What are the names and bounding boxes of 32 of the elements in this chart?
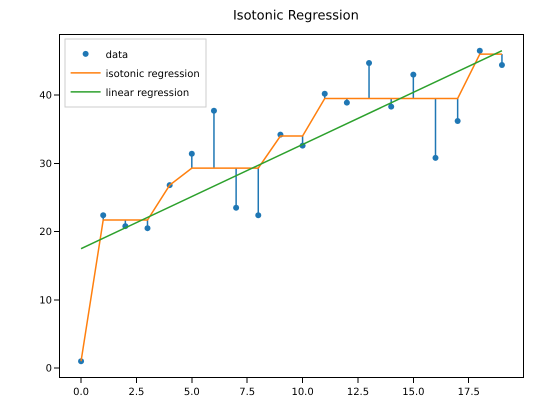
- point: [144, 225, 150, 232]
- point: [322, 90, 328, 97]
- point: [454, 118, 461, 124]
- point: [410, 72, 416, 78]
- point: [476, 48, 483, 54]
- x-tick-label: 12.5: [346, 387, 370, 398]
- x-tick-label: 7.5: [239, 387, 256, 398]
- chart-title: Isotonic Regression: [232, 8, 359, 24]
- y-tick-label: 40: [39, 90, 52, 102]
- y-tick-label: 20: [39, 227, 52, 238]
- point: [100, 212, 106, 218]
- point: [255, 212, 262, 218]
- y-tick-label: 10: [39, 295, 52, 306]
- legend-label: data: [106, 50, 128, 61]
- legend-label: linear regression: [106, 88, 190, 99]
- point: [388, 104, 394, 110]
- x-tick-label: 0.0: [73, 387, 90, 398]
- x-tick-label: 10.0: [291, 387, 314, 398]
- point: [233, 204, 240, 211]
- point: [210, 108, 217, 114]
- legend-label: isotonic regression: [106, 68, 200, 80]
- point: [344, 100, 350, 106]
- x-tick-label: 5.0: [184, 387, 200, 398]
- point: [366, 60, 372, 66]
- x-tick-label: 17.5: [458, 387, 480, 398]
- y-tick-label: 0: [46, 364, 52, 375]
- point: [432, 154, 438, 161]
- point: [188, 150, 195, 157]
- x-tick-label: 2.5: [128, 387, 144, 398]
- x-tick-label: 15.0: [402, 387, 424, 398]
- y-tick-label: 30: [39, 158, 52, 170]
- point: [498, 62, 505, 68]
